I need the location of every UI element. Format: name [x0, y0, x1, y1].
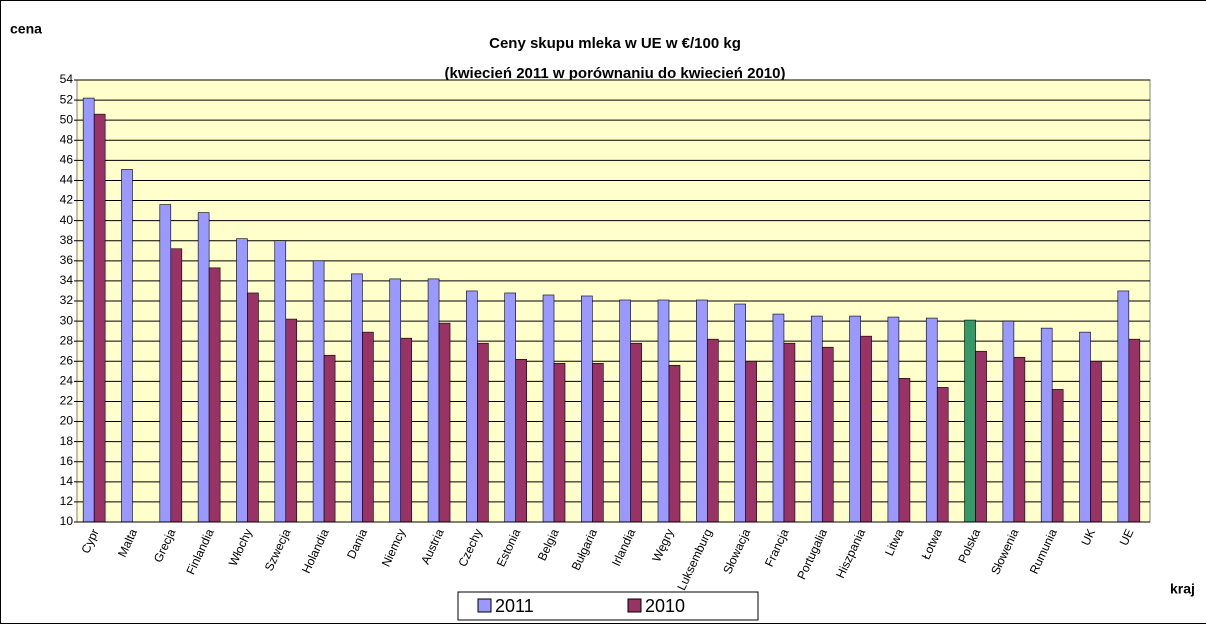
- legend-label: 2010: [645, 596, 685, 616]
- y-tick-label: 46: [60, 153, 74, 167]
- x-tick-label: UK: [1078, 527, 1098, 548]
- bar: [581, 295, 593, 523]
- bar: [821, 346, 834, 523]
- bar: [668, 364, 681, 523]
- bar: [236, 238, 248, 523]
- bar: [1079, 331, 1091, 523]
- bar: [783, 342, 796, 523]
- bar: [975, 350, 987, 523]
- bar: [170, 248, 183, 523]
- bar: [362, 331, 374, 523]
- y-tick-label: 26: [60, 353, 74, 367]
- y-tick-label: 30: [60, 313, 74, 327]
- bar: [400, 337, 413, 523]
- bar: [1040, 327, 1053, 523]
- y-tick-label: 38: [60, 233, 74, 247]
- chart-subtitle: (kwiecień 2011 w porównaniu do kwiecień …: [445, 65, 786, 82]
- bar: [1051, 389, 1064, 523]
- bar: [696, 299, 708, 523]
- bar: [734, 303, 746, 523]
- x-axis-label: kraj: [1170, 581, 1195, 597]
- bar: [619, 299, 631, 523]
- bar: [121, 169, 133, 523]
- legend-label: 2011: [495, 596, 534, 616]
- bar: [438, 322, 451, 523]
- bar: [925, 317, 938, 523]
- bar: [849, 315, 861, 523]
- bar: [427, 278, 440, 523]
- bar: [159, 204, 172, 523]
- bar: [477, 342, 489, 523]
- bar: [351, 273, 363, 523]
- y-tick-label: 32: [60, 293, 74, 307]
- x-tick-label: UE: [1117, 527, 1137, 548]
- y-tick-label: 34: [60, 273, 74, 287]
- y-tick-label: 44: [60, 173, 74, 187]
- bar: [466, 290, 478, 523]
- bar: [247, 292, 259, 523]
- y-tick-label: 28: [60, 333, 74, 347]
- y-tick-label: 36: [60, 253, 74, 267]
- bar: [274, 240, 287, 523]
- bar: [93, 113, 106, 523]
- legend: 2011 2010: [457, 591, 759, 621]
- legend-swatch: [627, 598, 642, 613]
- bar: [630, 342, 642, 523]
- bar: [82, 97, 95, 523]
- bar: [810, 315, 823, 523]
- bar: [515, 358, 527, 523]
- bar: [312, 260, 325, 523]
- y-tick-label: 16: [60, 454, 74, 468]
- y-tick-label: 10: [60, 514, 74, 528]
- bar: [772, 313, 785, 523]
- bar: [323, 354, 336, 523]
- y-axis-label: cena: [10, 21, 42, 37]
- y-tick-label: 12: [60, 494, 74, 508]
- bar: [208, 267, 221, 523]
- bar: [1013, 356, 1026, 523]
- bar: [745, 360, 757, 523]
- bar: [197, 212, 210, 523]
- bar: [542, 294, 555, 523]
- bar: [887, 316, 900, 523]
- bar: [389, 278, 402, 523]
- bar: [936, 387, 949, 523]
- y-tick-label: 20: [60, 414, 74, 428]
- y-tick-label: 50: [60, 112, 74, 126]
- bar: [860, 335, 872, 523]
- bar: [1002, 320, 1015, 523]
- y-tick-label: 52: [60, 92, 74, 106]
- bar: [553, 362, 566, 523]
- bar: [657, 299, 670, 523]
- y-tick-label: 42: [60, 193, 74, 207]
- bar: [592, 362, 604, 523]
- y-tick-label: 24: [60, 374, 74, 388]
- bar: [1090, 360, 1102, 523]
- bar: [1128, 338, 1141, 523]
- bar: [964, 319, 976, 523]
- legend-box: [457, 591, 759, 621]
- bar: [285, 318, 298, 523]
- y-tick-label: 40: [60, 213, 74, 227]
- bar: [504, 292, 516, 523]
- bar: [707, 338, 719, 523]
- chart-title: Ceny skupu mleka w UE w €/100 kg: [489, 35, 741, 52]
- y-tick-label: 18: [60, 434, 74, 448]
- legend-swatch: [477, 598, 492, 613]
- y-tick-label: 22: [60, 394, 74, 408]
- y-tick-label: 54: [60, 72, 74, 86]
- bar: [898, 378, 911, 523]
- y-tick-label: 48: [60, 132, 74, 146]
- bar: [1117, 290, 1130, 523]
- y-tick-label: 14: [60, 474, 74, 488]
